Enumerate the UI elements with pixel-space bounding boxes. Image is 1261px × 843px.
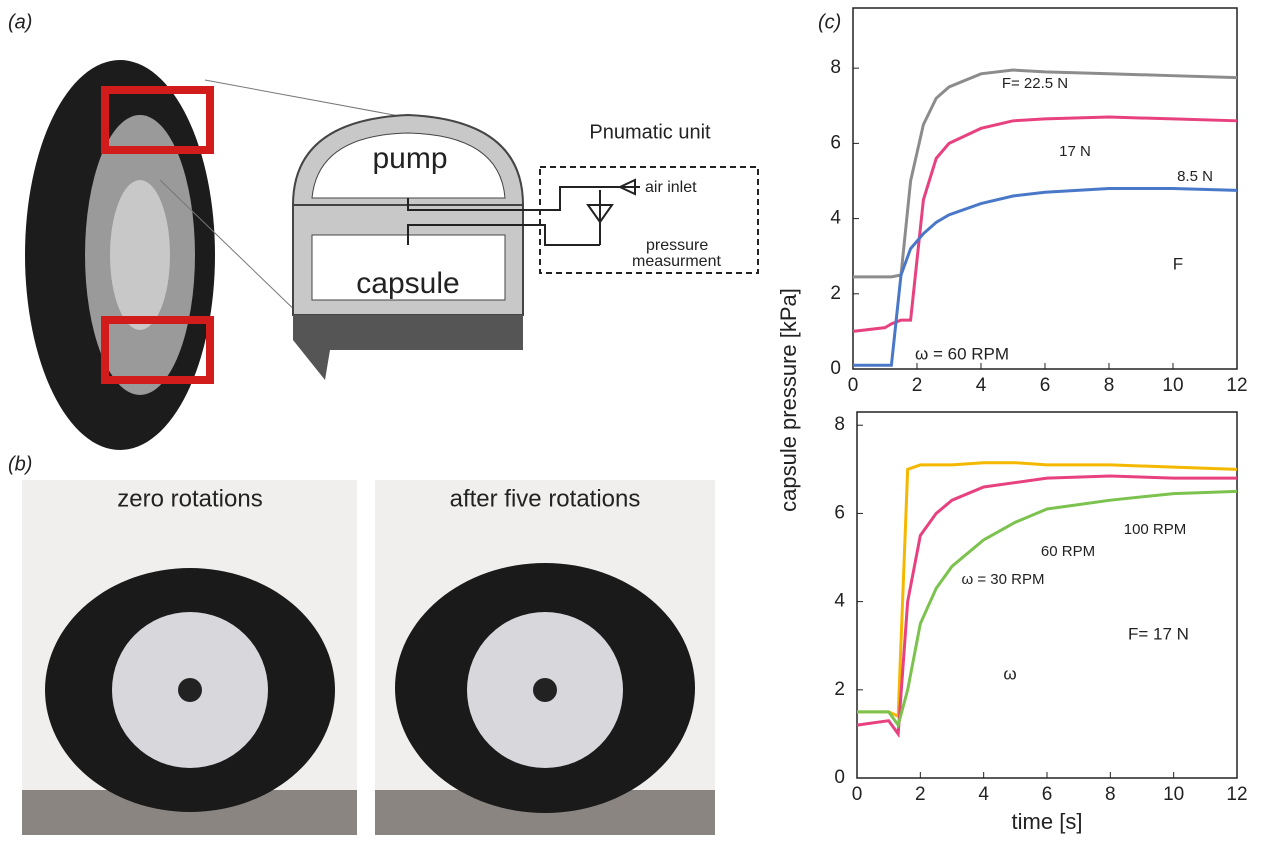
annotation: ω = 60 RPM <box>915 344 1009 363</box>
y-tick-label: 6 <box>834 502 845 523</box>
y-tick-label: 4 <box>830 208 841 229</box>
panel-label: (b) <box>8 453 32 475</box>
series-label: 17 N <box>1059 143 1091 160</box>
diagram-label: pressure <box>646 237 708 254</box>
x-tick-label: 6 <box>1042 784 1053 805</box>
y-tick-label: 0 <box>830 358 841 379</box>
y-axis-label: capsule pressure [kPa] <box>776 288 801 512</box>
figure: (a) (b) (c) Pnumatic unit pump capsule a… <box>0 0 1261 838</box>
photo-caption: after five rotations <box>450 485 641 512</box>
data-line <box>853 189 1237 366</box>
x-tick-label: 8 <box>1104 375 1115 396</box>
x-tick-label: 10 <box>1163 784 1184 805</box>
series-label: 60 RPM <box>1041 543 1095 560</box>
diagram-label: air inlet <box>645 179 697 196</box>
diagram-label: capsule <box>356 267 459 300</box>
diagram-label: measurment <box>632 253 721 270</box>
x-tick-label: 12 <box>1226 784 1247 805</box>
diagram-label: pump <box>372 142 447 175</box>
x-tick-label: 0 <box>848 375 859 396</box>
x-tick-label: 2 <box>912 375 923 396</box>
x-tick-label: 8 <box>1105 784 1116 805</box>
data-line <box>853 117 1237 331</box>
annotation: F <box>1173 254 1183 273</box>
x-tick-label: 4 <box>976 375 987 396</box>
diagram-label: Pnumatic unit <box>589 121 711 143</box>
x-axis-label: time [s] <box>1012 809 1083 834</box>
y-tick-label: 8 <box>830 57 841 78</box>
y-tick-label: 8 <box>834 414 845 435</box>
x-tick-label: 0 <box>852 784 863 805</box>
x-tick-label: 2 <box>915 784 926 805</box>
y-tick-label: 4 <box>834 591 845 612</box>
y-tick-label: 0 <box>834 767 845 788</box>
y-tick-label: 2 <box>830 283 841 304</box>
y-tick-label: 2 <box>834 679 845 700</box>
panel-label: (c) <box>818 11 841 33</box>
series-label: ω = 30 RPM <box>962 571 1045 588</box>
panel-label: (a) <box>8 11 32 33</box>
data-line <box>857 463 1237 717</box>
photo-caption: zero rotations <box>117 485 262 512</box>
series-label: 100 RPM <box>1124 521 1187 538</box>
data-line <box>857 476 1237 734</box>
y-tick-label: 6 <box>830 132 841 153</box>
annotation: ω <box>1003 664 1016 683</box>
photos <box>22 480 715 835</box>
annotation: F= 17 N <box>1128 624 1189 643</box>
x-tick-label: 4 <box>978 784 989 805</box>
x-tick-label: 10 <box>1162 375 1183 396</box>
series-label: 8.5 N <box>1177 168 1213 185</box>
x-tick-label: 12 <box>1226 375 1247 396</box>
series-label: F= 22.5 N <box>1002 75 1068 92</box>
x-tick-label: 6 <box>1040 375 1051 396</box>
